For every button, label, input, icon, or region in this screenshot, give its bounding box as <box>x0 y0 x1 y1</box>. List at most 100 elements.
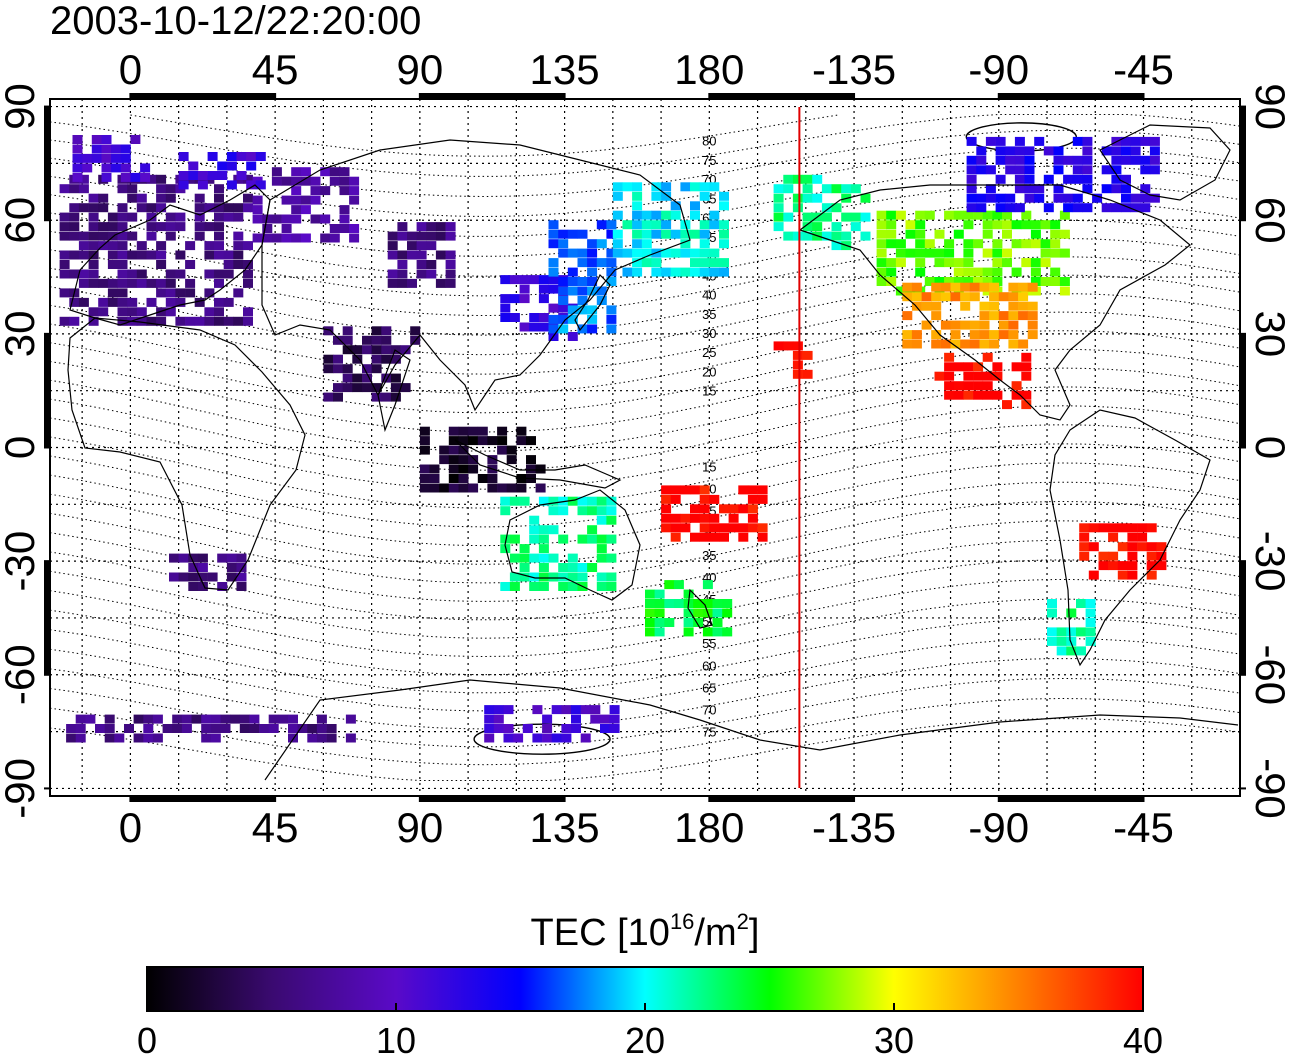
tec-cell <box>1050 239 1061 249</box>
tec-cell <box>98 231 109 241</box>
tec-cell <box>969 330 980 340</box>
tec-cell <box>487 474 498 483</box>
tec-cell <box>82 153 93 163</box>
tec-cell <box>606 324 617 334</box>
tec-cell <box>497 426 508 436</box>
tec-cell <box>1002 210 1012 220</box>
tec-cell <box>220 714 231 724</box>
tec-cell <box>886 267 897 277</box>
tec-cell <box>140 163 151 173</box>
tec-cell <box>214 250 224 260</box>
tec-cell <box>1117 542 1128 552</box>
tec-cell <box>606 248 617 258</box>
tec-cell <box>477 474 488 483</box>
tec-cell <box>529 515 540 525</box>
tec-cell <box>831 222 842 232</box>
tec-cell <box>538 322 549 332</box>
tec-cell <box>323 392 334 402</box>
tec-cell <box>185 260 196 269</box>
tec-cell <box>719 229 729 239</box>
tec-cell <box>841 212 852 222</box>
tec-cell <box>944 210 955 220</box>
tec-cell <box>326 724 337 733</box>
tec-cell <box>448 464 459 474</box>
left-lat-label: -30 <box>0 531 43 592</box>
tec-cell <box>500 275 511 285</box>
tec-cell <box>191 714 202 724</box>
tec-cell <box>72 144 83 154</box>
tec-cell <box>577 305 588 315</box>
tec-cell <box>226 572 237 582</box>
tec-cell <box>188 572 199 582</box>
tec-cell <box>194 222 205 232</box>
tec-cell <box>271 214 282 224</box>
tec-cell <box>931 292 942 302</box>
tec-cell <box>895 286 906 296</box>
tec-cell <box>349 224 360 233</box>
tec-cell <box>448 445 459 455</box>
top-lon-label: 90 <box>397 46 444 93</box>
tec-cell <box>522 724 533 733</box>
top-lon-label: 45 <box>252 46 299 93</box>
tec-cell <box>606 258 617 268</box>
tec-cell <box>236 563 247 572</box>
tec-cell <box>577 496 588 506</box>
tec-cell <box>136 193 147 203</box>
tec-cell <box>152 733 163 743</box>
tec-cell <box>841 184 852 194</box>
tec-cell <box>1111 174 1122 184</box>
tec-cell <box>448 426 459 436</box>
right-lat-label: 0 <box>1247 436 1292 459</box>
tec-cell <box>596 496 607 506</box>
tec-cell <box>989 330 1000 340</box>
tec-cell <box>439 445 450 455</box>
magnetic-lat-label: 60 <box>702 658 716 673</box>
tec-cell <box>1059 210 1070 220</box>
tec-cell <box>468 483 479 493</box>
frame-band <box>419 796 565 802</box>
tec-cell <box>111 163 122 173</box>
tec-cell <box>233 231 244 241</box>
tec-cell <box>104 714 115 724</box>
tec-cell <box>69 203 80 213</box>
tec-cell <box>439 455 450 465</box>
right-lat-label: 30 <box>1247 310 1292 357</box>
tec-cell <box>953 381 964 391</box>
tec-cell <box>792 369 803 379</box>
tec-cell <box>1008 330 1019 340</box>
tec-cell <box>876 267 887 277</box>
tec-cell <box>934 277 945 286</box>
tec-cell <box>426 269 437 279</box>
tec-cell <box>316 733 327 743</box>
tec-cell <box>249 714 260 724</box>
tec-cell <box>606 229 617 239</box>
top-lon-label: 135 <box>530 46 600 93</box>
tec-cell <box>497 445 508 455</box>
tec-cell <box>719 220 729 230</box>
tec-cell <box>1092 193 1103 203</box>
tec-cell <box>953 390 964 400</box>
tec-cell <box>670 513 681 523</box>
tec-cell <box>702 627 713 637</box>
tec-cell <box>291 214 302 224</box>
tec-cell <box>876 210 887 220</box>
tec-cell <box>969 339 980 349</box>
tec-cell <box>1030 239 1041 249</box>
magnetic-lat-label: 70 <box>702 703 716 718</box>
frame-band <box>44 561 50 675</box>
tec-cell <box>587 267 598 277</box>
tec-cell <box>802 184 813 194</box>
tec-cell <box>1130 193 1141 203</box>
tec-cell <box>1076 627 1086 637</box>
tec-cell <box>680 248 691 258</box>
tec-cell <box>165 222 176 232</box>
tec-cell <box>509 553 520 563</box>
tec-cell <box>622 182 633 192</box>
tec-cell <box>362 335 372 345</box>
tec-cell <box>944 371 955 381</box>
tec-cell <box>609 724 620 733</box>
tec-cell <box>982 248 993 258</box>
tec-cell <box>548 324 559 334</box>
colorbar-title-exp1: 16 <box>670 909 694 934</box>
tec-cell <box>509 582 520 591</box>
